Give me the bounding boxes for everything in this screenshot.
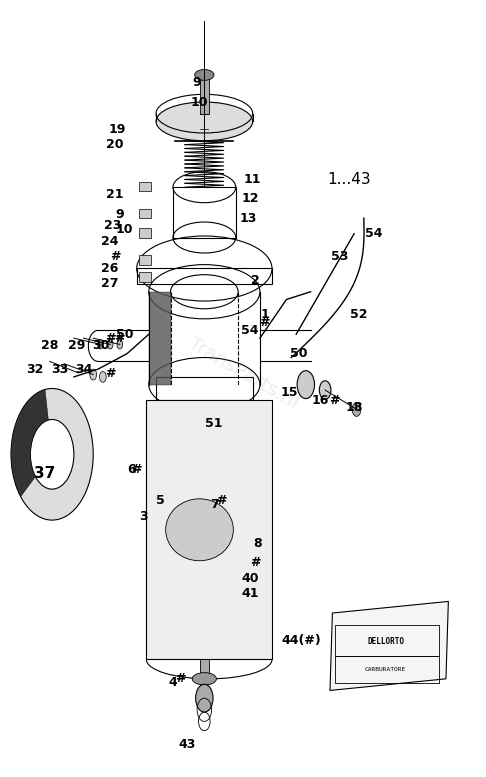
Text: #: #	[175, 672, 186, 685]
Text: 54: 54	[364, 227, 382, 240]
Circle shape	[90, 369, 97, 380]
Text: 43: 43	[179, 738, 196, 751]
Text: 9: 9	[116, 207, 124, 221]
Circle shape	[319, 381, 331, 399]
Text: 32: 32	[27, 363, 44, 375]
Text: 24: 24	[102, 235, 119, 248]
Text: 10: 10	[116, 223, 133, 236]
Circle shape	[11, 388, 93, 520]
Text: #: #	[131, 463, 142, 476]
Bar	[139, 273, 151, 281]
Text: 27: 27	[102, 277, 119, 291]
Text: 50: 50	[290, 347, 307, 361]
Text: 15: 15	[280, 386, 297, 399]
Bar	[139, 228, 151, 238]
Text: 8: 8	[253, 537, 262, 550]
Circle shape	[31, 420, 74, 490]
Text: 34: 34	[75, 363, 92, 375]
Text: CARBURATORE: CARBURATORE	[365, 667, 406, 672]
Text: #: #	[110, 250, 120, 263]
Text: DELLORTO: DELLORTO	[367, 637, 404, 646]
Bar	[139, 209, 151, 218]
Text: 21: 21	[106, 189, 124, 201]
Text: 7: 7	[209, 498, 218, 511]
Ellipse shape	[192, 673, 216, 685]
Text: #: #	[105, 367, 115, 379]
Bar	[335, 656, 439, 683]
Bar	[146, 400, 272, 660]
Circle shape	[100, 371, 106, 382]
Circle shape	[352, 402, 361, 416]
Bar	[139, 256, 151, 265]
Bar	[139, 182, 151, 191]
Polygon shape	[330, 601, 449, 691]
Text: 33: 33	[51, 363, 68, 375]
Text: #: #	[216, 494, 226, 507]
Text: #: #	[115, 332, 125, 345]
Ellipse shape	[156, 102, 253, 141]
Text: 26: 26	[102, 262, 119, 275]
Text: 4: 4	[169, 676, 177, 689]
Text: #: #	[260, 316, 270, 329]
Text: 1...43: 1...43	[328, 172, 371, 187]
Text: 19: 19	[109, 123, 126, 136]
Text: 10: 10	[191, 96, 208, 109]
Text: 29: 29	[68, 340, 85, 353]
Bar	[156, 377, 253, 400]
Text: 16: 16	[312, 394, 329, 406]
Text: 13: 13	[239, 211, 257, 225]
Text: 52: 52	[350, 308, 368, 322]
Text: 53: 53	[331, 250, 348, 263]
Polygon shape	[149, 291, 171, 385]
Text: 11: 11	[244, 173, 261, 186]
Text: 41: 41	[242, 587, 259, 600]
Text: TransParts.nl: TransParts.nl	[185, 334, 301, 413]
Text: #: #	[105, 332, 115, 345]
Text: 18: 18	[346, 402, 363, 414]
Bar	[335, 625, 439, 656]
Wedge shape	[11, 389, 48, 497]
Text: 30: 30	[92, 340, 109, 353]
Text: 40: 40	[242, 572, 259, 584]
Text: 28: 28	[41, 340, 58, 353]
Ellipse shape	[195, 69, 214, 80]
Text: 20: 20	[106, 138, 124, 151]
Bar	[137, 269, 272, 284]
Text: 51: 51	[205, 416, 223, 430]
Text: 9: 9	[193, 76, 201, 89]
Circle shape	[297, 371, 314, 399]
Ellipse shape	[196, 685, 213, 713]
Circle shape	[107, 340, 113, 349]
Text: 1: 1	[260, 308, 269, 322]
Circle shape	[117, 340, 122, 349]
Text: 44(#): 44(#)	[281, 633, 321, 646]
Text: 6: 6	[127, 463, 136, 476]
Bar	[200, 75, 209, 113]
Text: 54: 54	[242, 324, 259, 337]
Ellipse shape	[166, 499, 233, 561]
Text: 2: 2	[251, 274, 260, 287]
Text: 5: 5	[156, 494, 165, 507]
Text: #: #	[330, 394, 340, 406]
Bar	[200, 660, 209, 679]
Text: #: #	[250, 556, 260, 570]
Bar	[173, 187, 236, 238]
Text: 12: 12	[242, 193, 259, 205]
Text: 3: 3	[139, 510, 148, 523]
Text: 37: 37	[34, 466, 55, 481]
Text: 23: 23	[104, 219, 121, 232]
Text: 50: 50	[116, 328, 133, 341]
Circle shape	[98, 340, 104, 349]
